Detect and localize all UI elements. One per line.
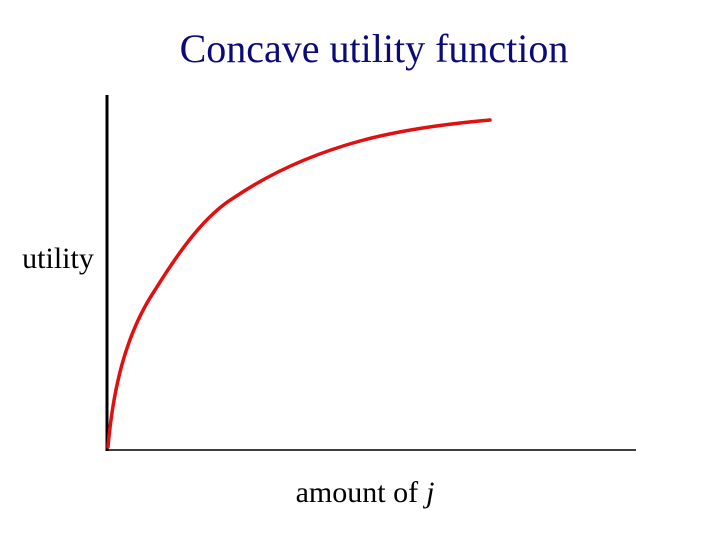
title: Concave utility function	[180, 26, 569, 71]
x-axis-variable: j	[422, 476, 434, 509]
utility-curve	[106, 118, 492, 449]
x-axis-label-text: amount of	[296, 476, 418, 509]
x-axis-label: amount of j	[296, 476, 435, 509]
y-axis-label: utility	[22, 242, 94, 275]
